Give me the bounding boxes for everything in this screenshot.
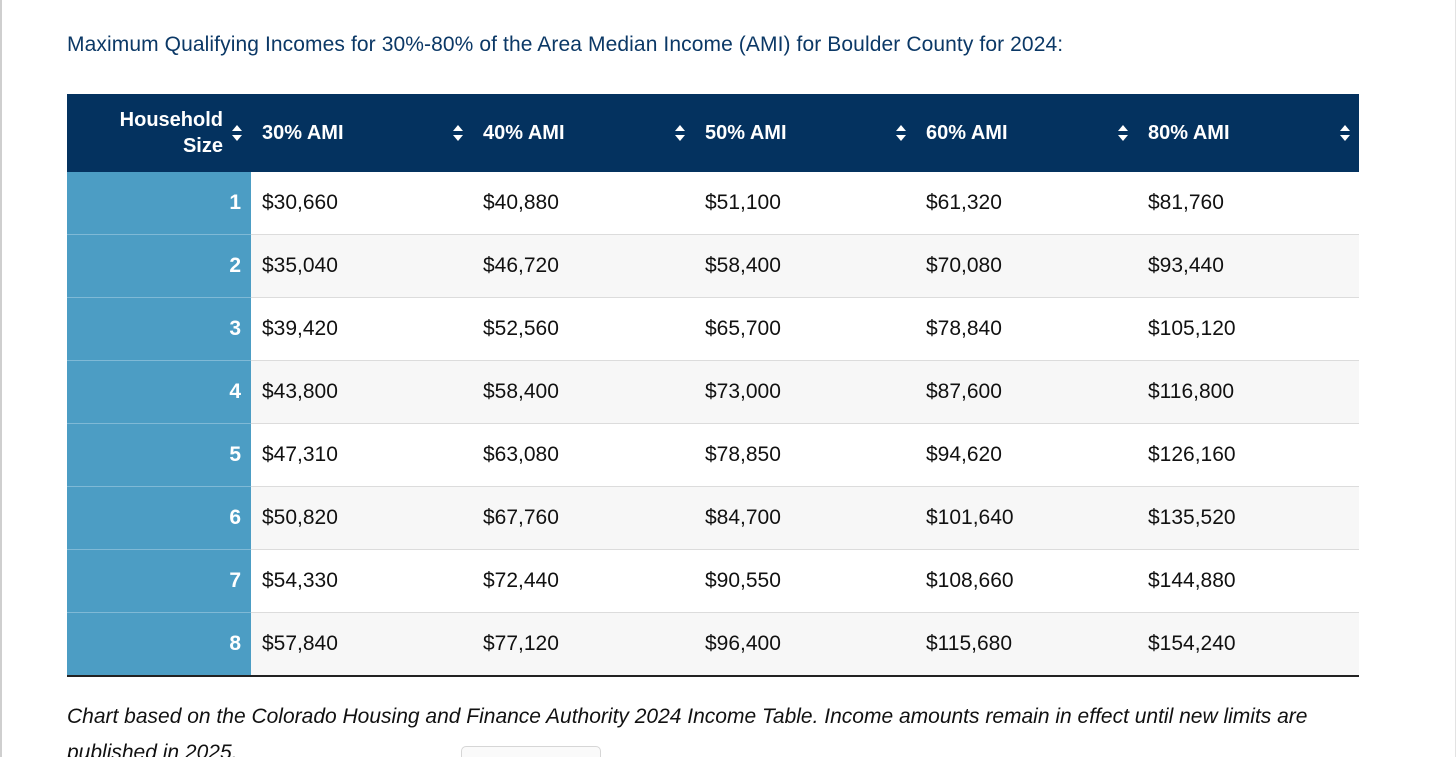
household-size-cell: 2 [67,234,251,298]
table-header-row: Household Size 30% AMI 40% AMI 50% AMI 60% A… [67,94,1359,172]
sort-updown-icon[interactable] [1339,124,1351,142]
household-size-cell: 6 [67,486,251,550]
source-note: Chart based on the Colorado Housing and … [67,705,1308,757]
header-label: Household Size [119,109,223,157]
income-cell: $154,240 [1137,612,1359,677]
income-cell: $87,600 [915,360,1137,424]
income-cell: $65,700 [694,297,915,361]
income-cell: $126,160 [1137,423,1359,487]
header-label: 40% AMI [483,122,565,144]
income-cell: $47,310 [251,423,472,487]
ami-income-table: Household Size 30% AMI 40% AMI 50% AMI 60% A… [67,94,1359,677]
income-cell: $116,800 [1137,360,1359,424]
header-50-ami[interactable]: 50% AMI [694,94,915,172]
income-cell: $73,000 [694,360,915,424]
page-heading: Maximum Qualifying Incomes for 30%-80% o… [67,33,1064,56]
income-cell: $93,440 [1137,234,1359,298]
income-cell: $58,400 [472,360,694,424]
sort-updown-icon[interactable] [1117,124,1129,142]
income-cell: $35,040 [251,234,472,298]
income-cell: $40,880 [472,172,694,235]
income-cell: $78,840 [915,297,1137,361]
table-row: 2 $35,040 $46,720 $58,400 $70,080 $93,440 [67,234,1359,298]
table-row: 3 $39,420 $52,560 $65,700 $78,840 $105,120 [67,297,1359,361]
income-cell: $105,120 [1137,297,1359,361]
income-cell: $115,680 [915,612,1137,677]
income-cell: $144,880 [1137,549,1359,613]
income-cell: $78,850 [694,423,915,487]
household-size-cell: 7 [67,549,251,613]
table-row: 1 $30,660 $40,880 $51,100 $61,320 $81,760 [67,172,1359,235]
income-cell: $101,640 [915,486,1137,550]
household-size-cell: 3 [67,297,251,361]
household-size-cell: 8 [67,612,251,677]
sort-updown-icon[interactable] [674,124,686,142]
income-cell: $135,520 [1137,486,1359,550]
income-cell: $77,120 [472,612,694,677]
income-cell: $54,330 [251,549,472,613]
table-row: 6 $50,820 $67,760 $84,700 $101,640 $135,520 [67,486,1359,550]
income-cell: $52,560 [472,297,694,361]
header-label: 50% AMI [705,122,787,144]
income-cell: $58,400 [694,234,915,298]
income-cell: $46,720 [472,234,694,298]
left-border [0,0,2,757]
sort-updown-icon[interactable] [452,124,464,142]
income-cell: $43,800 [251,360,472,424]
table-row: 5 $47,310 $63,080 $78,850 $94,620 $126,160 [67,423,1359,487]
income-cell: $70,080 [915,234,1137,298]
header-label: 60% AMI [926,122,1008,144]
income-cell: $51,100 [694,172,915,235]
header-40-ami[interactable]: 40% AMI [472,94,694,172]
income-cell: $108,660 [915,549,1137,613]
header-60-ami[interactable]: 60% AMI [915,94,1137,172]
income-cell: $90,550 [694,549,915,613]
income-cell: $39,420 [251,297,472,361]
income-cell: $67,760 [472,486,694,550]
income-cell: $72,440 [472,549,694,613]
income-cell: $81,760 [1137,172,1359,235]
table-body: 1 $30,660 $40,880 $51,100 $61,320 $81,760 2 $35… [67,172,1359,677]
table-row: 7 $54,330 $72,440 $90,550 $108,660 $144,880 [67,549,1359,613]
household-size-cell: 1 [67,172,251,235]
table-header: Household Size 30% AMI 40% AMI 50% AMI 60% A… [67,94,1359,172]
income-cell: $30,660 [251,172,472,235]
header-30-ami[interactable]: 30% AMI [251,94,472,172]
sort-updown-icon[interactable] [895,124,907,142]
household-size-cell: 4 [67,360,251,424]
header-label: 30% AMI [262,122,344,144]
table-row: 4 $43,800 $58,400 $73,000 $87,600 $116,800 [67,360,1359,424]
income-cell: $94,620 [915,423,1137,487]
sort-updown-icon[interactable] [231,124,243,142]
header-label: 80% AMI [1148,122,1230,144]
household-size-cell: 5 [67,423,251,487]
income-cell: $61,320 [915,172,1137,235]
income-cell: $84,700 [694,486,915,550]
header-household-size[interactable]: Household Size [67,94,251,172]
income-cell: $57,840 [251,612,472,677]
header-80-ami[interactable]: 80% AMI [1137,94,1359,172]
income-cell: $50,820 [251,486,472,550]
income-cell: $63,080 [472,423,694,487]
partial-button[interactable] [461,746,601,757]
income-cell: $96,400 [694,612,915,677]
table-row: 8 $57,840 $77,120 $96,400 $115,680 $154,240 [67,612,1359,677]
